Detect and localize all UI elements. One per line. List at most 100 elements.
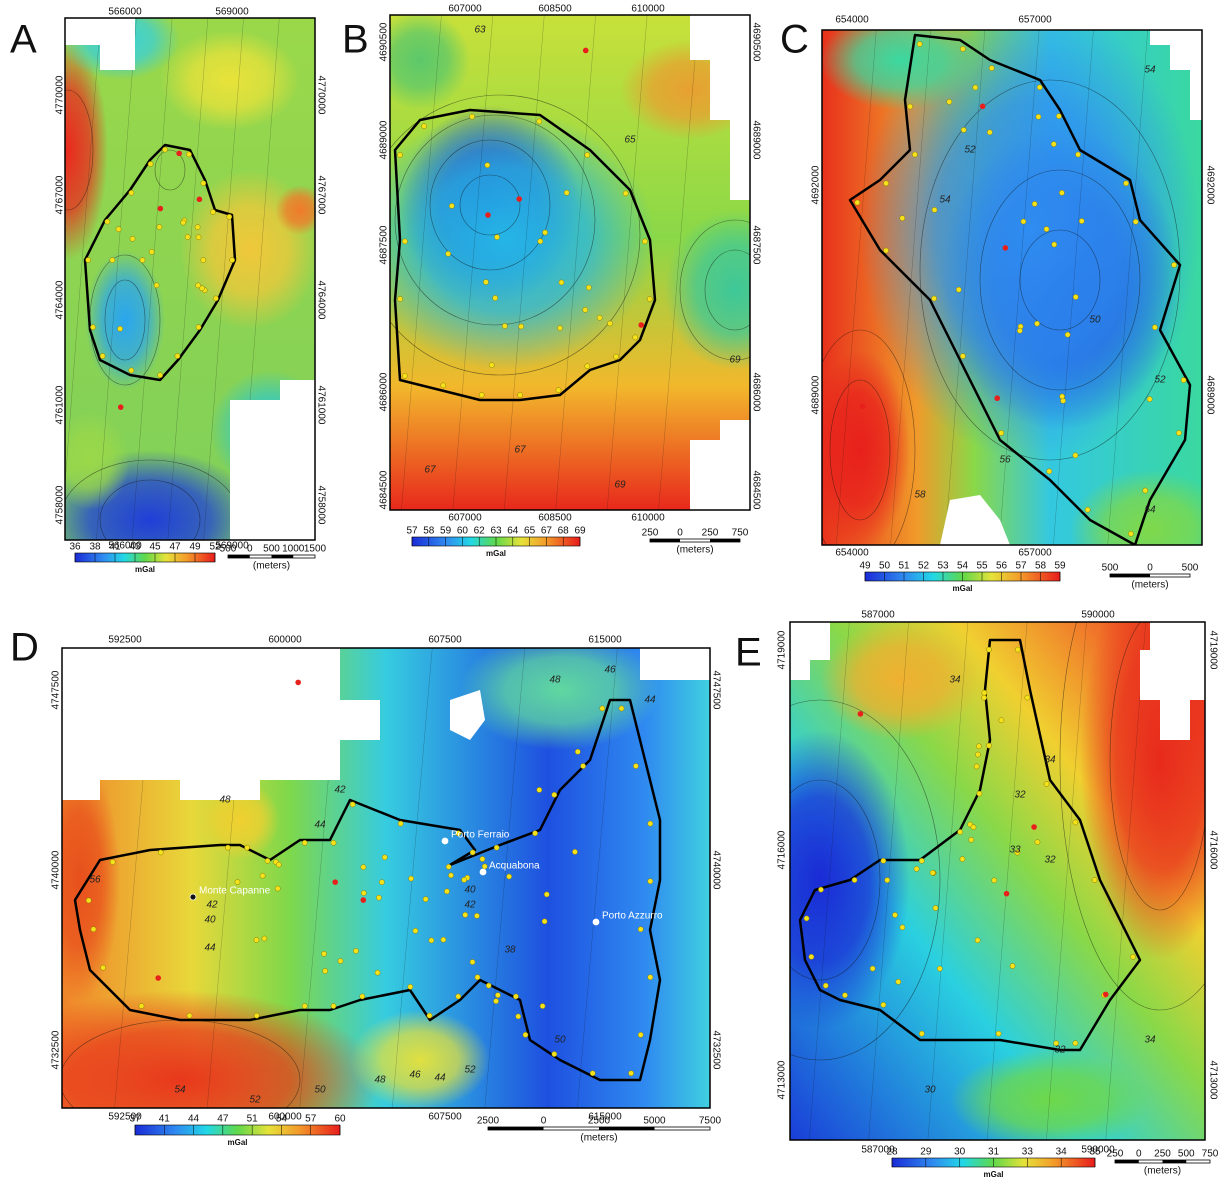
station [195,234,202,241]
coastline [73,698,662,1082]
station [210,209,216,215]
colorbar-label: 50 [879,561,891,572]
station [330,1003,337,1009]
no-data-area [690,420,750,510]
contour-label: 38 [504,945,516,956]
scale-bar-segment [1115,1160,1139,1163]
place-marker [592,918,600,926]
station [474,974,481,981]
station [184,234,191,240]
colorbar-label: 68 [558,526,570,537]
station-offshore [857,711,864,717]
colorbar-unit: mGal [952,584,972,593]
map-frame [61,647,711,1109]
x-tick-label: 600000 [268,635,302,646]
station-offshore [117,404,124,410]
scale-label: 0 [247,544,253,555]
map-surface [62,648,710,1108]
map-frame [789,621,1206,1141]
contour-line [555,15,596,510]
place-label: Porto Azzurro [602,911,663,922]
station [212,295,219,302]
scale-label: 7500 [699,1116,722,1127]
contour-label: 58 [914,490,926,501]
x-tick-label: 607500 [428,635,462,646]
station [1072,1040,1079,1047]
contour-line [1046,622,1087,1140]
y-tick-label: 4686000 [750,373,761,412]
coastline [848,33,1192,545]
y-tick-label: 4764000 [315,281,326,320]
station [85,257,92,263]
no-data-area [62,648,380,800]
contour-label: 54 [174,1085,186,1096]
y-tick-label: 4740000 [710,851,721,890]
contour-line [1107,30,1148,545]
y-tick-label: 4770000 [55,75,66,114]
colorbar-unit: mGal [486,549,506,558]
station [485,982,492,989]
anomaly-area [950,1050,1150,1140]
station [599,705,606,712]
station [428,937,435,944]
station [1180,377,1187,383]
y-tick-label: 4761000 [315,386,326,425]
station [422,896,429,903]
colorbar-label: 56 [996,561,1008,572]
station [1016,327,1023,334]
y-tick-label: 4716000 [777,830,788,869]
no-data-area [1140,622,1205,740]
station [225,844,231,851]
contour-line [390,94,641,376]
station-offshore [582,47,589,54]
station [397,152,403,158]
x-tick-label: 592500 [108,1112,142,1123]
station [574,748,581,755]
station [264,858,271,864]
scale-bar-segment [650,539,680,542]
x-tick-label: 657000 [1018,548,1052,559]
station [972,84,979,91]
place-marker [441,837,449,845]
station [186,151,192,158]
x-tick-label: 657000 [1018,15,1052,26]
contour-line [459,174,521,236]
coastline [798,638,1142,1052]
contour-label: 54 [1144,65,1156,76]
anomaly-area [65,410,130,510]
contour-label: 54 [1144,505,1156,516]
contour-line [131,18,173,540]
station [960,127,967,133]
station [445,863,452,870]
y-tick-label: 4770000 [315,76,326,115]
colorbar-label: 67 [541,526,553,537]
colorbar-label: 30 [954,1147,966,1158]
station [646,296,653,302]
station [360,890,367,896]
contour-label: 54 [939,195,951,206]
contour-label: 44 [644,695,656,706]
station [397,820,404,827]
y-tick-label: 4758000 [315,486,326,525]
station [199,285,205,292]
station [109,859,116,865]
colorbar-unit: mGal [135,565,155,574]
contour-line [504,15,545,510]
contour-label: 44 [204,943,216,954]
contour-label: 30 [924,1085,936,1096]
contour-label: 52 [1154,375,1166,386]
contour-label: 50 [554,1035,566,1046]
station [892,912,898,918]
station-offshore [859,403,866,410]
station [1059,189,1065,196]
scale-label: 750 [732,528,749,539]
station [818,886,824,893]
station [200,180,207,187]
station [899,215,906,222]
station [444,888,450,895]
x-tick-label: 587000 [861,1145,895,1156]
station [532,830,538,837]
map-panel: A 566000 566000 569000 569000 4770000 4770000 4… [10,7,327,574]
station [931,295,937,302]
